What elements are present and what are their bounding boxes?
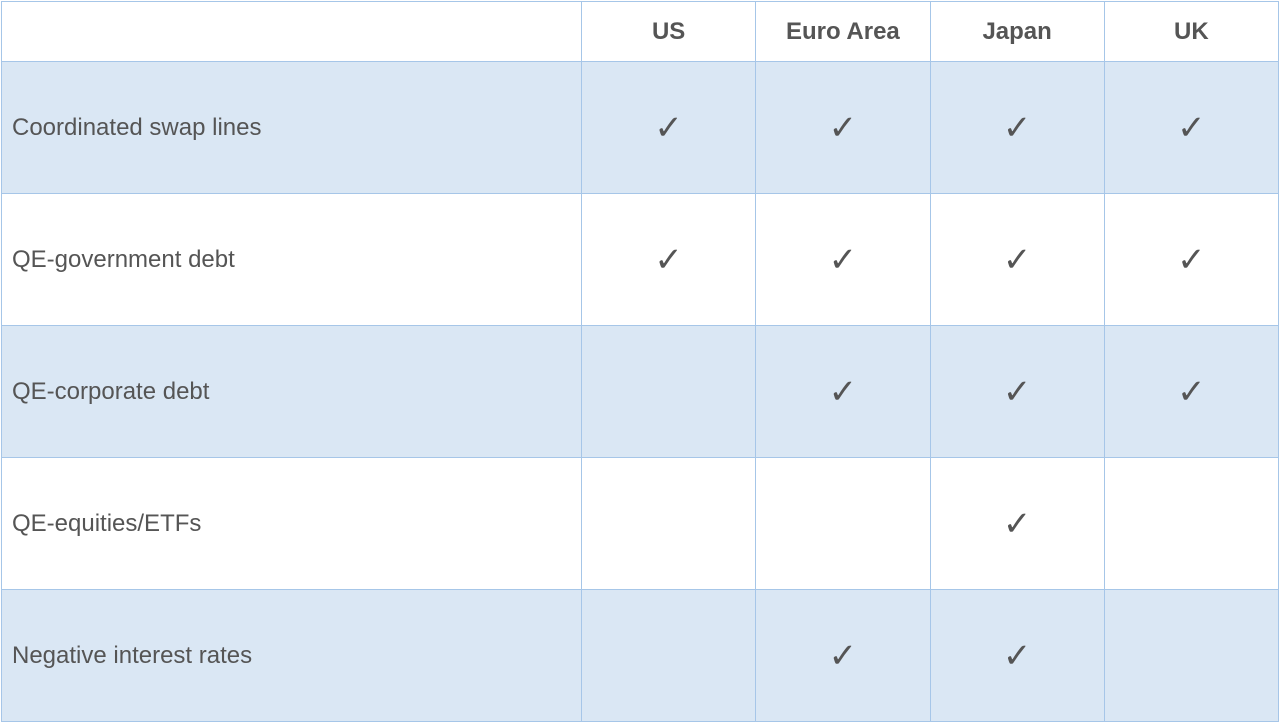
- cell: ✓: [756, 590, 930, 722]
- row-label: Negative interest rates: [2, 590, 582, 722]
- check-icon: ✓: [829, 109, 858, 147]
- col-header: US: [582, 2, 756, 62]
- check-icon: ✓: [1003, 505, 1032, 543]
- check-icon: ✓: [1177, 241, 1206, 279]
- cell: ✓: [1104, 194, 1278, 326]
- cell: ✓: [930, 590, 1104, 722]
- table-row: Negative interest rates ✓ ✓: [2, 590, 1279, 722]
- table-row: QE-corporate debt ✓ ✓ ✓: [2, 326, 1279, 458]
- table-body: Coordinated swap lines ✓ ✓ ✓ ✓ QE-govern…: [2, 62, 1279, 722]
- cell: ✓: [756, 194, 930, 326]
- cell: ✓: [756, 326, 930, 458]
- table-row: QE-government debt ✓ ✓ ✓ ✓: [2, 194, 1279, 326]
- check-icon: ✓: [1177, 109, 1206, 147]
- check-icon: ✓: [1177, 373, 1206, 411]
- cell: ✓: [582, 62, 756, 194]
- cell: ✓: [930, 194, 1104, 326]
- table-row: Coordinated swap lines ✓ ✓ ✓ ✓: [2, 62, 1279, 194]
- cell: ✓: [930, 326, 1104, 458]
- cell: [582, 590, 756, 722]
- cell: ✓: [582, 194, 756, 326]
- header-blank: [2, 2, 582, 62]
- cell: [756, 458, 930, 590]
- row-label: Coordinated swap lines: [2, 62, 582, 194]
- check-icon: ✓: [1003, 637, 1032, 675]
- table-header-row: US Euro Area Japan UK: [2, 2, 1279, 62]
- col-header: Euro Area: [756, 2, 930, 62]
- cell: [582, 458, 756, 590]
- check-icon: ✓: [1003, 241, 1032, 279]
- check-icon: ✓: [1003, 373, 1032, 411]
- cell: [1104, 458, 1278, 590]
- check-icon: ✓: [1003, 109, 1032, 147]
- col-header: UK: [1104, 2, 1278, 62]
- check-icon: ✓: [829, 373, 858, 411]
- check-icon: ✓: [829, 637, 858, 675]
- policy-comparison-table: US Euro Area Japan UK Coordinated swap l…: [1, 1, 1279, 722]
- cell: ✓: [756, 62, 930, 194]
- cell: ✓: [930, 62, 1104, 194]
- row-label: QE-government debt: [2, 194, 582, 326]
- col-header: Japan: [930, 2, 1104, 62]
- cell: [582, 326, 756, 458]
- row-label: QE-corporate debt: [2, 326, 582, 458]
- cell: ✓: [1104, 62, 1278, 194]
- table-row: QE-equities/ETFs ✓: [2, 458, 1279, 590]
- cell: ✓: [1104, 326, 1278, 458]
- check-icon: ✓: [654, 109, 683, 147]
- cell: [1104, 590, 1278, 722]
- check-icon: ✓: [654, 241, 683, 279]
- cell: ✓: [930, 458, 1104, 590]
- check-icon: ✓: [829, 241, 858, 279]
- row-label: QE-equities/ETFs: [2, 458, 582, 590]
